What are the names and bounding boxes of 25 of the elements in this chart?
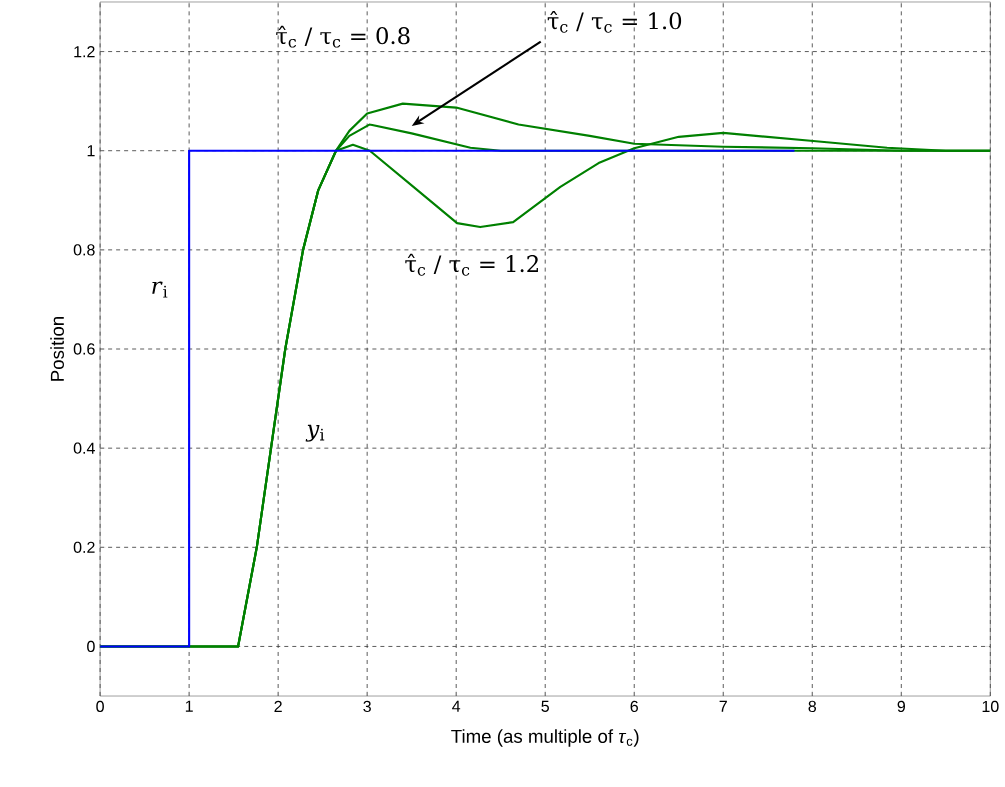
x-tick-label: 8	[808, 700, 817, 713]
x-tick-label: 0	[96, 700, 104, 713]
x-tick-label: 4	[452, 700, 461, 712]
y-tick-label: 0.4	[73, 442, 95, 454]
x-tick-label: 10	[982, 700, 999, 713]
y-tick-label: 0.6	[73, 343, 95, 355]
x-tick-label: 2	[274, 700, 282, 713]
y-tick-label: 0	[87, 640, 95, 653]
series-label: r$_{i}$	[152, 281, 168, 298]
x-tick-label: 6	[630, 700, 638, 713]
text: τ̂$_{c}$ / τ$_{c}$ = 1.0	[547, 11, 682, 33]
series-label: τ̂$_{c}$ / τ$_{c}$ = 1.2	[405, 253, 538, 276]
y-tick-label: 1.2	[74, 46, 95, 58]
x-tick-label: 7	[719, 700, 727, 712]
x-tick-label: 9	[897, 700, 905, 713]
y-tick-label: 0.8	[73, 244, 95, 256]
text: τ̂$_{c}$ / τ$_{c}$ = 0.8	[276, 25, 410, 48]
y-tick-label: 0.2	[73, 541, 95, 554]
x-tick-label: 1	[185, 700, 193, 712]
x-tick-label: 3	[363, 700, 371, 713]
x-tick-label: 5	[541, 700, 549, 713]
annotation: y$_{i}$	[305, 424, 325, 442]
x-axis-title: Time (as multiple of τ$_{c}$)	[451, 729, 639, 747]
y-tick-label: 1	[87, 145, 95, 157]
y-axis-title: Position	[50, 317, 64, 381]
